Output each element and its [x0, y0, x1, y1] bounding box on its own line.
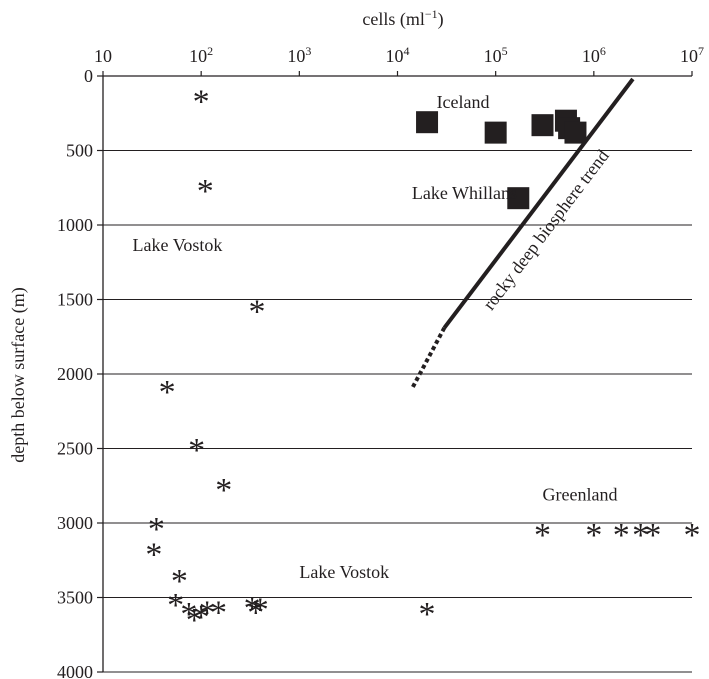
- data-point-square: [484, 121, 507, 144]
- x-axis-title-sup: −1: [425, 7, 438, 21]
- x-axis-title: cells (ml−1): [362, 7, 443, 30]
- trend-line: [442, 77, 635, 330]
- data-point-asterisk: *: [210, 594, 227, 631]
- data-point-asterisk: *: [244, 590, 261, 627]
- x-axis-title-text: cells (ml: [362, 9, 424, 30]
- annotation-label: Lake Vostok: [299, 562, 389, 582]
- data-point-asterisk: *: [148, 511, 165, 548]
- annotation-label: Iceland: [437, 92, 490, 112]
- x-tick-label: 104: [386, 44, 410, 66]
- data-point-asterisk: *: [215, 472, 232, 509]
- x-tick-label: 103: [287, 44, 311, 66]
- data-point-asterisk: *: [186, 602, 203, 639]
- x-tick-label: 10: [94, 46, 112, 66]
- data-point-asterisk: *: [171, 563, 188, 600]
- annotation-label: Greenland: [543, 485, 618, 505]
- data-point-asterisk: *: [193, 83, 210, 120]
- trend-line-extension: [410, 326, 447, 390]
- annotations: Iceland Lake Whillans Lake Vostok Greenland…: [133, 92, 618, 582]
- data-point-asterisk: *: [167, 587, 184, 624]
- x-tick-label: 102: [189, 44, 213, 66]
- y-tick-label: 0: [84, 66, 93, 86]
- trend-line-label: rocky deep biosphere trend: [479, 146, 613, 314]
- data-point-asterisk: *: [193, 599, 210, 636]
- y-tick-label: 3000: [57, 513, 93, 533]
- y-tick-label: 1500: [57, 290, 93, 310]
- y-tick-label: 2500: [57, 439, 93, 459]
- x-axis-title-suffix: ): [438, 9, 444, 30]
- y-tick-label: 3500: [57, 588, 93, 608]
- data-point-asterisk: *: [644, 517, 661, 554]
- y-tick-label: 1000: [57, 215, 93, 235]
- data-point-asterisk: *: [252, 591, 269, 628]
- y-tick-label: 2000: [57, 364, 93, 384]
- data-point-asterisk: *: [248, 293, 265, 330]
- data-point-asterisk: *: [632, 517, 649, 554]
- data-point-asterisk: *: [613, 517, 630, 554]
- data-point-square: [507, 187, 530, 210]
- data-point-asterisk: *: [247, 594, 264, 631]
- data-point-asterisk: *: [180, 596, 197, 633]
- gridlines: [103, 149, 692, 673]
- data-point-asterisk: *: [585, 517, 602, 554]
- data-point-asterisk: *: [199, 594, 216, 631]
- x-tick-label: 107: [680, 44, 704, 66]
- data-point-asterisk: *: [197, 173, 214, 210]
- data-point-asterisk: *: [684, 517, 701, 554]
- data-point-asterisk: *: [419, 596, 436, 633]
- y-tick-label: 500: [66, 141, 93, 161]
- x-tick-label: 106: [582, 44, 606, 66]
- axes: 10 102 103 104 105 106 107 0 500 1000 1500 2000 2500…: [57, 44, 704, 679]
- data-point-asterisk: *: [534, 517, 551, 554]
- y-tick-label: 4000: [57, 662, 93, 679]
- data-point-square: [564, 121, 587, 144]
- data-point-square: [531, 114, 554, 137]
- data-points: *************** *** ** * * ** *: [145, 83, 700, 639]
- y-axis-title: depth below surface (m): [8, 287, 29, 462]
- annotation-label: Lake Whillans: [412, 183, 517, 203]
- trend-line-group: rocky deep biosphere trend: [410, 77, 635, 390]
- data-point-asterisk: *: [145, 536, 162, 573]
- data-point-asterisk: *: [188, 432, 205, 469]
- x-tick-label: 105: [484, 44, 508, 66]
- data-point-square: [416, 111, 439, 134]
- annotation-label: Lake Vostok: [133, 235, 223, 255]
- data-point-asterisk: *: [159, 374, 176, 411]
